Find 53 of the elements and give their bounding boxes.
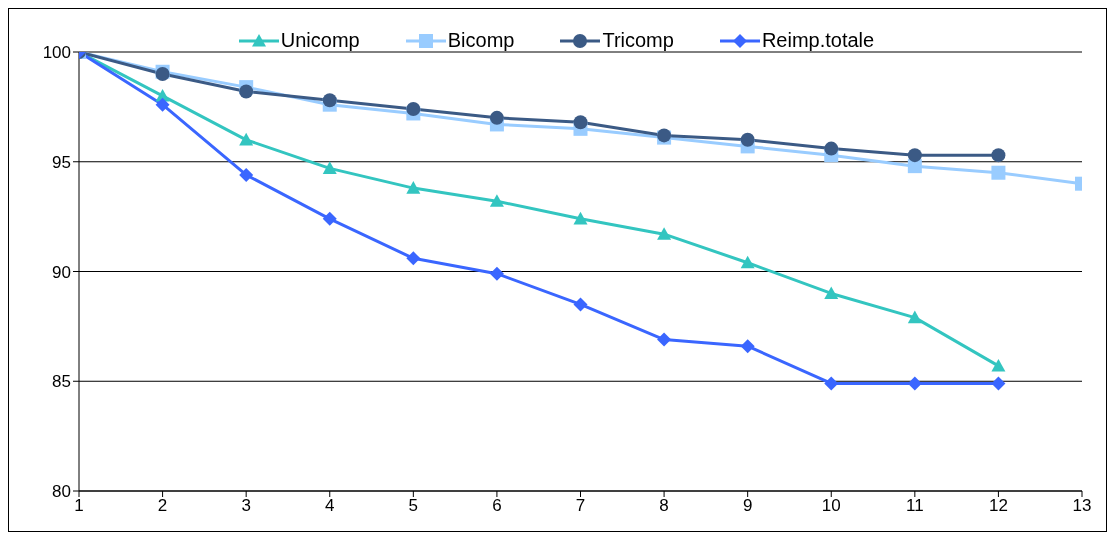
x-tick-label: 7 [575,496,586,516]
point [406,102,421,117]
x-tick-label: 3 [241,496,251,516]
point [239,84,254,99]
point [991,376,1006,391]
x-tick-label: 4 [325,496,335,516]
point [322,93,337,108]
point [991,165,1006,180]
point [657,332,672,347]
y-tick-label: 90 [52,262,71,282]
point [322,161,337,174]
x-tick-label: 11 [906,496,924,516]
point [740,339,755,354]
point [489,194,504,207]
point [239,132,254,146]
x-tick-label: 8 [659,496,669,516]
point [824,376,839,391]
y-tick-label: 80 [52,482,71,502]
point [740,255,755,269]
point [322,211,337,226]
x-tick-label: 6 [492,496,502,516]
point [406,181,421,194]
y-tick-label: 95 [52,152,71,172]
x-tick-label: 9 [742,496,753,516]
point [907,148,922,163]
point [489,266,504,281]
point [824,141,839,156]
x-tick-label: 1 [74,496,84,516]
point [489,110,504,125]
legend-label: Reimp.totale [761,29,875,52]
x-tick-label: 5 [408,496,419,516]
legend-label: Unicomp [280,29,360,52]
point [824,286,839,300]
x-tick-label: 10 [821,496,841,516]
point [406,251,421,266]
point [573,211,588,225]
point [573,115,588,130]
y-tick-label: 100 [42,43,71,63]
point [155,97,170,112]
legend-label: Tricomp [602,29,674,52]
point [573,297,588,312]
legend-label: Bicomp [447,29,515,52]
point [907,376,922,391]
x-tick-label: 12 [988,496,1008,516]
x-tick-label: 13 [1072,496,1092,516]
point [907,310,922,324]
point [740,132,755,147]
point [657,227,672,240]
y-tick-label: 85 [52,372,71,392]
x-tick-label: 2 [157,496,168,516]
point [239,167,254,182]
point [991,148,1006,163]
point [991,358,1006,372]
